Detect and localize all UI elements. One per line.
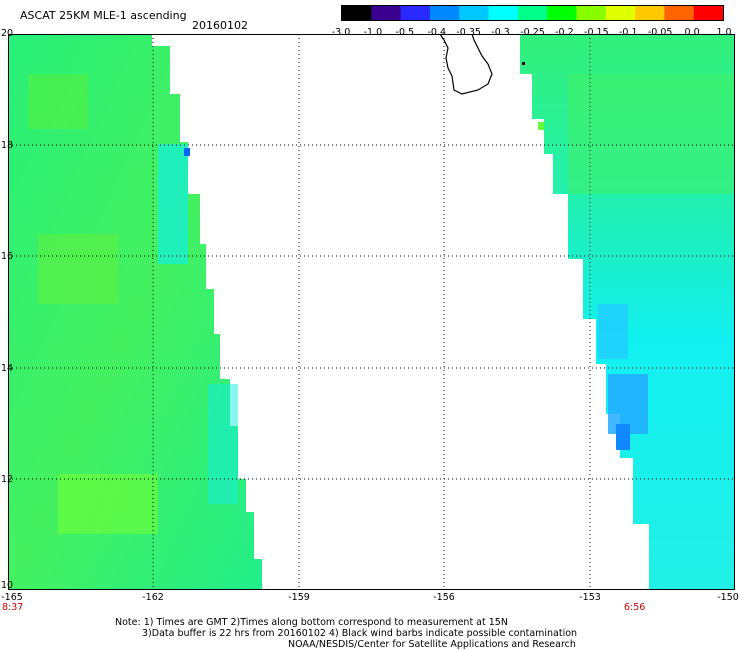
lat-label-18: 18 (1, 140, 14, 151)
colorbar-segment (488, 6, 519, 20)
colorbar-tick-label: -3.0 (331, 27, 351, 38)
lat-label-12: 12 (1, 474, 14, 485)
time-left: 8:37 (2, 602, 24, 613)
image-date: 20160102 (192, 19, 248, 32)
colorbar-segment (635, 6, 665, 20)
lat-label-16: 16 (1, 251, 14, 262)
colorbar-segment (400, 6, 431, 20)
colorbar-tick-label: -0.5 (395, 27, 415, 38)
colorbar-tick-label: -0.35 (456, 27, 481, 38)
lat-label-10: 10 (1, 580, 14, 591)
colorbar-segment (429, 6, 460, 20)
lon-label-153: -153 (579, 592, 601, 603)
colorbar-segment (664, 6, 695, 20)
island-coastline (439, 34, 493, 95)
colorbar-tick-label: -0.25 (520, 27, 545, 38)
colorbar-tick-label: -0.4 (427, 27, 447, 38)
colorbar-segment (459, 6, 490, 20)
image-title: ASCAT 25KM MLE-1 ascending (20, 9, 187, 22)
lon-label-150: -150 (717, 592, 739, 603)
lon-label-159: -159 (288, 592, 310, 603)
footnotes: Note: 1) Times are GMT 2)Times along bot… (115, 617, 577, 650)
colorbar-tick-label: -0.15 (584, 27, 609, 38)
colorbar-segment (576, 6, 607, 20)
graticule (8, 34, 735, 590)
note-line-1: Note: 1) Times are GMT 2)Times along bot… (115, 617, 508, 628)
lat-label-14: 14 (1, 363, 14, 374)
colorbar-tick-label: -0.2 (555, 27, 574, 38)
colorbar-segment (547, 6, 577, 20)
colorbar-segment (371, 6, 402, 20)
left-swath (8, 34, 262, 590)
colorbar-tick-label: 1.0 (716, 27, 732, 38)
lon-label-165: -165 (1, 592, 23, 603)
lat-label-20: 20 (1, 28, 14, 39)
colorbar-tick-label: -0.3 (491, 27, 510, 38)
colorbar-segment (342, 6, 372, 20)
colorbar-tick-label: -0.1 (618, 27, 638, 38)
colorbar-tick-label: -1.0 (363, 27, 383, 38)
note-line-2: 3)Data buffer is 22 hrs from 20160102 4)… (142, 628, 578, 639)
map-frame (8, 34, 735, 590)
colorbar-segment (693, 6, 723, 20)
colorbar-tick-label: 0.0 (684, 27, 700, 38)
colorbar-tick-label: -0.05 (647, 27, 673, 38)
lon-label-162: -162 (142, 592, 164, 603)
small-island (522, 62, 525, 65)
time-right: 6:56 (624, 602, 646, 613)
colorbar-labels: -3.0 -1.0 -0.5 -0.4 -0.35 -0.3 -0.25 -0.2 -0.15-… (332, 27, 732, 38)
colorbar (341, 5, 724, 21)
map-plot (8, 34, 735, 590)
right-swath (520, 34, 735, 590)
colorbar-segment (517, 6, 548, 20)
note-line-3: NOAA/NESDIS/Center for Satellite Applica… (288, 639, 576, 650)
colorbar-segment (605, 6, 636, 20)
lon-label-156: -156 (433, 592, 455, 603)
